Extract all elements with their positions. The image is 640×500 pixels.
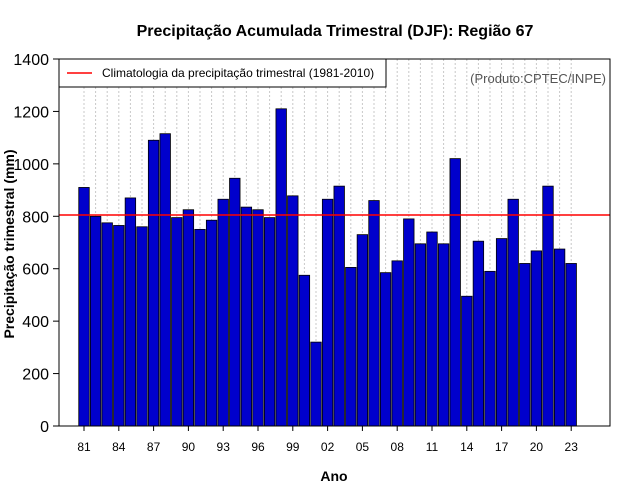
bar-2020 xyxy=(530,250,543,427)
x-tick-label: 96 xyxy=(251,440,265,454)
bar-2002 xyxy=(321,198,334,427)
bar-2012 xyxy=(437,243,450,427)
bar-1991 xyxy=(194,228,206,427)
bar-2007 xyxy=(379,272,392,427)
x-tick-label: 08 xyxy=(391,440,405,454)
bar-2008 xyxy=(391,260,403,427)
x-tick-label: 20 xyxy=(530,440,544,454)
bar-2015 xyxy=(472,240,485,427)
x-axis: 81 84 87 90 93 96 99 02 05 08 11 14 17 20 23 xyxy=(77,426,578,454)
bar-2010 xyxy=(414,243,427,427)
x-axis-title: Ano xyxy=(320,468,347,484)
bar-1998 xyxy=(275,108,287,427)
bar-2013 xyxy=(449,158,461,427)
x-tick-label: 93 xyxy=(217,440,231,454)
x-tick-label: 90 xyxy=(182,440,196,454)
bar-2006 xyxy=(368,200,380,427)
y-tick-label: 0 xyxy=(40,419,49,436)
y-tick-label: 800 xyxy=(22,209,49,226)
bar-2009 xyxy=(403,218,415,427)
bar-1982 xyxy=(89,215,102,427)
y-axis: 0 200 400 600 800 1000 1200 1400 xyxy=(13,52,59,436)
y-axis-title: Precipitação trimestral (mm) xyxy=(1,149,17,338)
bar-1993 xyxy=(217,198,229,427)
bar-1999 xyxy=(287,195,299,427)
legend-box xyxy=(58,58,387,88)
bar-2022 xyxy=(553,248,566,427)
bar-2014 xyxy=(461,295,473,427)
bar-2000 xyxy=(298,274,311,427)
bar-1985 xyxy=(124,197,137,427)
bar-1997 xyxy=(263,217,276,427)
product-credit: (Produto:CPTEC/INPE) xyxy=(470,71,606,86)
bar-2017 xyxy=(495,238,508,427)
bar-1986 xyxy=(136,226,148,427)
legend-label: Climatologia da precipitação trimestral … xyxy=(102,66,374,80)
x-tick-label: 99 xyxy=(286,440,300,454)
bar-1989 xyxy=(171,217,183,427)
y-tick-label: 1200 xyxy=(13,104,49,121)
x-tick-label: 23 xyxy=(565,440,579,454)
bar-1996 xyxy=(252,209,264,427)
x-tick-label: 17 xyxy=(495,440,509,454)
bar-2021 xyxy=(542,185,554,427)
bar-1984 xyxy=(113,225,125,427)
bar-1995 xyxy=(240,206,253,427)
chart-title: Precipitação Acumulada Trimestral (DJF):… xyxy=(137,23,534,40)
y-tick-label: 200 xyxy=(22,367,49,384)
x-tick-label: 02 xyxy=(321,440,335,454)
bar-2005 xyxy=(356,234,369,427)
x-tick-label: 05 xyxy=(356,440,370,454)
y-tick-label: 400 xyxy=(22,314,49,331)
bar-2004 xyxy=(345,266,357,427)
bar-2019 xyxy=(519,263,531,427)
x-tick-label: 87 xyxy=(147,440,161,454)
x-tick-label: 81 xyxy=(77,440,91,454)
bar-1992 xyxy=(205,219,218,427)
y-tick-label: 1400 xyxy=(13,52,49,69)
legend: Climatologia da precipitação trimestral … xyxy=(58,58,387,88)
bar-2016 xyxy=(484,270,496,427)
bars xyxy=(78,108,577,427)
bar-2018 xyxy=(507,198,519,427)
bar-1990 xyxy=(182,209,195,427)
bar-1987 xyxy=(147,139,160,427)
bar-2011 xyxy=(426,231,438,427)
bar-2001 xyxy=(310,341,322,427)
bar-1981 xyxy=(78,187,90,427)
bar-2023 xyxy=(565,263,577,427)
x-tick-label: 14 xyxy=(460,440,474,454)
bar-1988 xyxy=(159,133,171,427)
y-tick-label: 600 xyxy=(22,262,49,279)
y-tick-label: 1000 xyxy=(13,157,49,174)
bar-2003 xyxy=(333,185,345,427)
x-tick-label: 84 xyxy=(112,440,126,454)
bar-1983 xyxy=(101,222,113,427)
x-tick-label: 11 xyxy=(426,440,439,454)
